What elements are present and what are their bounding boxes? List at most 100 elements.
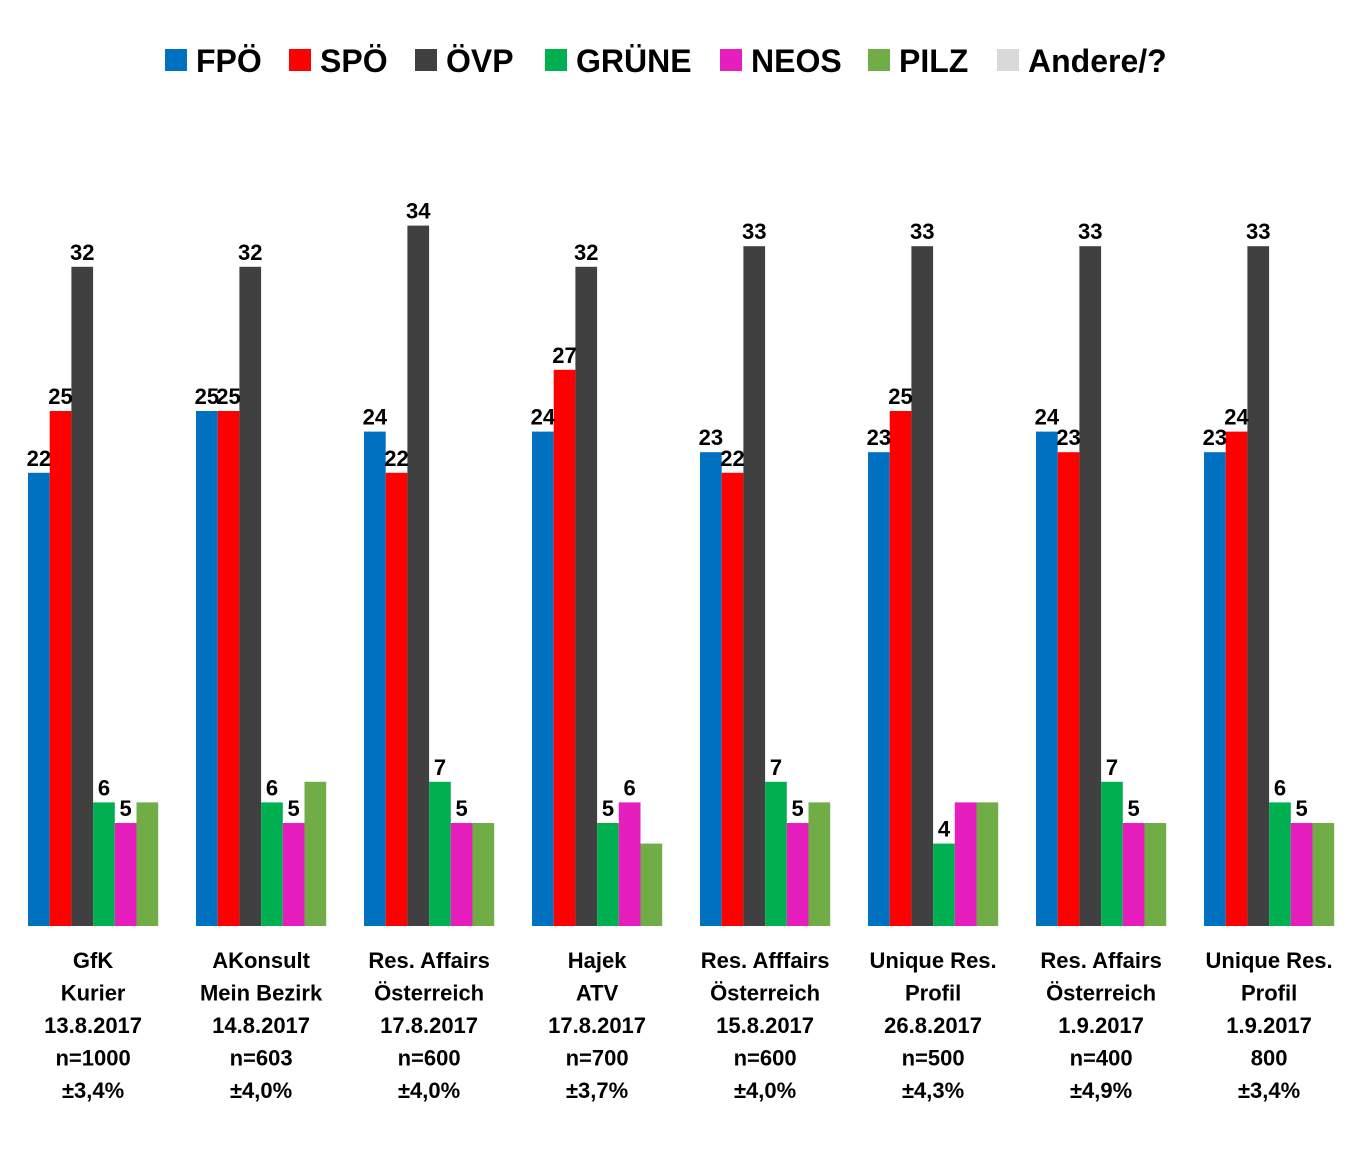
value-label-fpoe-7: 24 [1035, 405, 1060, 430]
category-label-line: 13.8.2017 [44, 1013, 142, 1038]
value-label-neos-5: 5 [792, 796, 804, 821]
category-label-line: 26.8.2017 [884, 1013, 982, 1038]
value-label-gruene-8: 6 [1274, 775, 1286, 800]
category-label-line: Österreich [374, 981, 484, 1006]
bar-fpoe-3 [364, 431, 386, 926]
value-label-gruene-6: 4 [938, 817, 951, 842]
value-label-neos-3: 5 [456, 796, 468, 821]
bar-spoe-2 [217, 411, 240, 926]
category-label-line: Profil [905, 981, 961, 1006]
legend-swatch-oevp [415, 49, 437, 71]
bar-gruene-3 [429, 781, 451, 926]
category-label-line: Res. Affairs [368, 948, 489, 973]
bar-gruene-8 [1269, 802, 1291, 926]
value-label-fpoe-3: 24 [363, 405, 388, 430]
legend-item-gruene: GRÜNE [545, 43, 692, 79]
bar-pilz-2 [304, 781, 327, 926]
category-label-line: Res. Affairs [1040, 948, 1161, 973]
legend-swatch-gruene [545, 49, 567, 71]
value-label-gruene-7: 7 [1106, 755, 1118, 780]
value-label-fpoe-6: 23 [867, 425, 891, 450]
bar-pilz-4 [640, 843, 663, 926]
legend-item-fpoe: FPÖ [165, 43, 262, 79]
legend-label-andere: Andere/? [1028, 43, 1167, 79]
category-label-5: Res. Afffairs Österreich 15.8.2017 n=600 ±4,… [701, 948, 830, 1103]
value-label-oevp-6: 33 [910, 219, 934, 244]
bar-group-1 [28, 266, 159, 926]
bar-group-3 [364, 225, 495, 927]
legend-label-neos: NEOS [751, 43, 842, 79]
value-label-oevp-1: 32 [70, 240, 94, 265]
bar-oevp-6 [911, 246, 934, 926]
category-labels: GfK Kurier 13.8.2017 n=1000 ±3,4% AKonsult Mei… [44, 948, 1333, 1103]
legend-item-pilz: PILZ [868, 43, 968, 79]
category-label-line: 15.8.2017 [716, 1013, 814, 1038]
category-label-line: 17.8.2017 [380, 1013, 478, 1038]
bar-pilz-3 [472, 823, 495, 926]
value-label-neos-2: 5 [288, 796, 300, 821]
value-label-spoe-7: 23 [1056, 425, 1080, 450]
bar-gruene-4 [597, 823, 619, 926]
category-label-line: Res. Afffairs [701, 948, 830, 973]
value-label-gruene-2: 6 [266, 775, 278, 800]
bar-neos-4 [618, 802, 641, 926]
category-label-line: 14.8.2017 [212, 1013, 310, 1038]
legend-label-fpoe: FPÖ [196, 43, 262, 79]
category-label-line: GfK [73, 948, 113, 973]
category-label-line: Unique Res. [1206, 948, 1333, 973]
legend-swatch-andere [997, 49, 1019, 71]
category-label-line: ±4,9% [1070, 1078, 1132, 1103]
category-label-3: Res. Affairs Österreich 17.8.2017 n=600 ±4,0… [368, 948, 489, 1103]
legend-item-spoe: SPÖ [289, 43, 388, 79]
value-label-gruene-3: 7 [434, 755, 446, 780]
bar-fpoe-1 [28, 472, 50, 926]
value-labels: 2225326525253265242234752427325623223375… [27, 199, 1308, 842]
bar-neos-6 [954, 802, 977, 926]
bar-neos-5 [786, 823, 809, 926]
category-label-line: n=700 [566, 1046, 629, 1071]
value-label-oevp-5: 33 [742, 219, 766, 244]
legend-swatch-neos [720, 49, 742, 71]
category-label-7: Res. Affairs Österreich 1.9.2017 n=400 ±4,9% [1040, 948, 1161, 1103]
category-label-line: Unique Res. [870, 948, 997, 973]
category-label-line: n=600 [398, 1046, 461, 1071]
legend-item-neos: NEOS [720, 43, 842, 79]
legend-label-spoe: SPÖ [320, 43, 388, 79]
bar-neos-8 [1290, 823, 1313, 926]
bar-oevp-4 [575, 266, 598, 926]
legend-swatch-spoe [289, 49, 311, 71]
bar-group-5 [700, 246, 831, 926]
value-label-spoe-5: 22 [720, 446, 744, 471]
bar-neos-7 [1122, 823, 1145, 926]
value-label-gruene-5: 7 [770, 755, 782, 780]
bar-gruene-7 [1101, 781, 1123, 926]
value-label-neos-4: 6 [624, 775, 636, 800]
category-label-line: 17.8.2017 [548, 1013, 646, 1038]
legend-item-oevp: ÖVP [415, 43, 514, 79]
bar-pilz-7 [1144, 823, 1167, 926]
bar-group-8 [1204, 246, 1335, 926]
bar-spoe-1 [49, 411, 72, 926]
bar-fpoe-4 [532, 431, 554, 926]
bar-fpoe-2 [196, 411, 218, 926]
category-label-line: 1.9.2017 [1226, 1013, 1312, 1038]
bar-spoe-6 [889, 411, 912, 926]
bar-group-4 [532, 266, 663, 926]
value-label-fpoe-8: 23 [1203, 425, 1227, 450]
category-label-line: Österreich [1046, 981, 1156, 1006]
bar-oevp-5 [743, 246, 766, 926]
bar-spoe-5 [721, 472, 744, 926]
value-label-oevp-4: 32 [574, 240, 598, 265]
category-label-line: ±4,0% [230, 1078, 292, 1103]
category-label-line: n=600 [734, 1046, 797, 1071]
value-label-oevp-7: 33 [1078, 219, 1102, 244]
bar-oevp-8 [1247, 246, 1270, 926]
category-label-line: Österreich [710, 981, 820, 1006]
category-label-2: AKonsult Mein Bezirk 14.8.2017 n=603 ±4,0% [200, 948, 323, 1103]
legend-swatch-fpoe [165, 49, 187, 71]
value-label-spoe-8: 24 [1224, 405, 1249, 430]
bar-pilz-5 [808, 802, 831, 926]
legend-swatch-pilz [868, 49, 890, 71]
bar-fpoe-6 [868, 452, 890, 926]
